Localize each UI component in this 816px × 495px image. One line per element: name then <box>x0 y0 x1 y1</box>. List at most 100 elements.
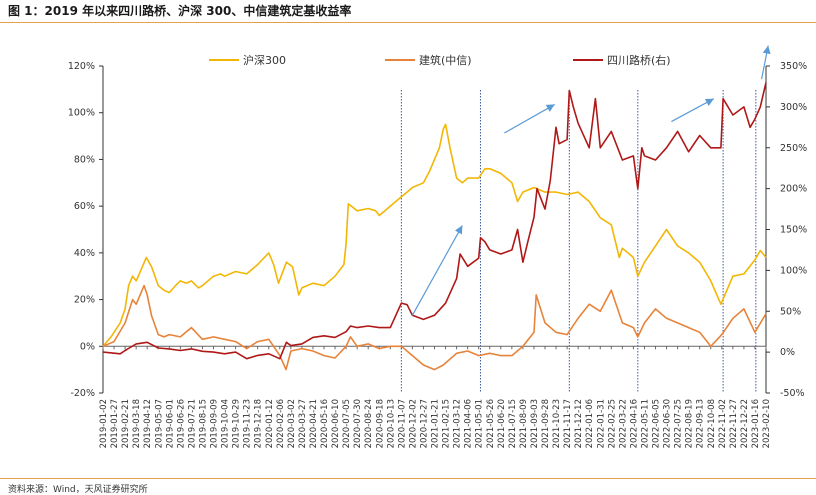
x-tick-label: 2022-05-11 <box>640 399 650 448</box>
x-tick-label: 2020-03-27 <box>298 399 308 448</box>
x-tick-label: 2021-05-01 <box>475 399 485 448</box>
x-tick-label: 2022-10-08 <box>707 399 717 448</box>
x-tick-label: 2019-06-26 <box>176 399 186 448</box>
x-tick-label: 2021-08-09 <box>519 399 529 448</box>
x-tick-label: 2022-03-22 <box>618 399 628 448</box>
right-y-tick-label: 300% <box>780 102 807 113</box>
x-tick-label: 2019-10-29 <box>232 399 242 448</box>
x-tick-label: 2019-01-02 <box>99 399 109 448</box>
trend-arrow-head <box>704 98 714 107</box>
left-y-tick-label: 80% <box>74 154 95 165</box>
x-tick-label: 2020-09-18 <box>375 399 385 448</box>
right-y-tick-label: 350% <box>780 61 807 72</box>
series-line <box>102 123 767 347</box>
x-tick-label: 2020-06-10 <box>331 399 341 448</box>
x-tick-label: 2020-11-07 <box>397 399 407 448</box>
x-tick-label: 2021-01-21 <box>431 399 441 448</box>
x-tick-label: 2022-01-06 <box>585 399 595 448</box>
left-y-tick-label: -20% <box>70 388 95 399</box>
x-tick-label: 2020-07-05 <box>342 399 352 448</box>
x-tick-label: 2022-02-25 <box>607 399 617 448</box>
x-tick-label: 2021-11-17 <box>563 399 573 448</box>
x-tick-label: 2019-08-15 <box>198 399 208 448</box>
x-tick-label: 2020-12-02 <box>408 399 418 448</box>
trend-arrow <box>671 98 715 123</box>
x-tick-label: 2019-01-27 <box>110 399 120 448</box>
source-note: 资料来源：Wind，天风证券研究所 <box>8 485 148 495</box>
legend-label: 沪深300 <box>243 53 286 67</box>
left-y-tick-label: 0% <box>80 341 95 352</box>
x-tick-label: 2021-09-03 <box>530 399 540 448</box>
series-line <box>102 284 767 371</box>
trend-arrow-head <box>545 104 555 112</box>
trend-arrows <box>411 45 771 316</box>
right-y-tick-labels: -50% 0% 50% 100% 150% 200% 250% 300% 350% <box>766 61 807 399</box>
x-tick-label: 2019-06-01 <box>165 399 175 448</box>
x-tick-label: 2022-09-13 <box>696 399 706 448</box>
right-y-tick-label: 0% <box>780 347 795 358</box>
x-tick-label: 2020-02-06 <box>276 399 286 448</box>
chart-legend: 沪深300 建筑(中信) 四川路桥(右) <box>209 53 671 67</box>
right-y-tick-label: 150% <box>780 225 807 236</box>
x-tick-label: 2021-02-15 <box>442 399 452 448</box>
series-line <box>102 82 767 360</box>
x-tick-label: 2019-03-18 <box>132 399 142 448</box>
x-tick-label: 2020-12-27 <box>419 399 429 448</box>
x-tick-label: 2020-08-24 <box>364 399 374 448</box>
x-tick-label: 2022-04-16 <box>629 399 639 448</box>
left-y-tick-label: 120% <box>68 61 95 72</box>
trend-arrow <box>504 103 556 134</box>
left-y-tick-label: 100% <box>68 108 95 119</box>
x-tick-label: 2019-02-21 <box>121 399 131 448</box>
x-tick-label: 2022-06-05 <box>652 399 662 448</box>
right-y-tick-label: -50% <box>780 388 805 399</box>
x-tick-label: 2020-03-02 <box>287 399 297 448</box>
x-tick-label: 2019-04-12 <box>143 399 153 448</box>
left-y-tick-label: 20% <box>74 295 95 306</box>
series-lines <box>102 82 767 371</box>
x-tick-label: 2021-09-28 <box>541 399 551 448</box>
x-tick-labels: 2019-01-02 2019-01-27 2019-02-21 2019-03-18… <box>99 346 772 448</box>
x-tick-label: 2019-11-23 <box>243 399 253 448</box>
trend-arrow-head <box>762 45 771 55</box>
x-tick-label: 2019-07-21 <box>187 399 197 448</box>
x-tick-label: 2021-04-06 <box>464 399 474 448</box>
x-tick-label: 2021-06-20 <box>497 399 507 448</box>
x-tick-label: 2023-02-10 <box>762 399 772 448</box>
x-tick-label: 2022-07-25 <box>674 399 684 448</box>
right-y-tick-label: 250% <box>780 143 807 154</box>
left-y-tick-labels: -20% 0% 20% 40% 60% 80% 100% 120% <box>68 61 103 399</box>
x-tick-label: 2019-10-04 <box>221 399 231 448</box>
trend-arrow-head <box>454 225 463 235</box>
x-tick-label: 2022-01-31 <box>596 399 606 448</box>
x-tick-label: 2022-11-02 <box>718 399 728 448</box>
x-tick-label: 2021-05-26 <box>486 399 496 448</box>
x-tick-label: 2019-05-07 <box>154 399 164 448</box>
x-tick-label: 2022-12-22 <box>740 399 750 448</box>
x-tick-label: 2019-12-18 <box>254 399 264 448</box>
right-y-tick-label: 100% <box>780 265 807 276</box>
legend-label: 建筑(中信) <box>419 53 472 67</box>
x-tick-label: 2022-11-27 <box>729 399 739 448</box>
x-tick-label: 2020-01-12 <box>265 399 275 448</box>
line-chart: -20% 0% 20% 40% 60% 80% 100% 120% -50% 0% 50% 100%… <box>68 45 807 448</box>
x-tick-label: 2020-10-13 <box>386 399 396 448</box>
x-tick-label: 2021-03-12 <box>453 399 463 448</box>
x-tick-label: 2020-05-16 <box>320 399 330 448</box>
right-y-tick-label: 200% <box>780 184 807 195</box>
x-tick-label: 2021-12-12 <box>574 399 584 448</box>
right-y-tick-label: 50% <box>780 306 801 317</box>
footer-divider <box>0 478 816 479</box>
x-tick-label: 2021-07-15 <box>508 399 518 448</box>
left-y-tick-label: 60% <box>74 201 95 212</box>
left-y-tick-label: 40% <box>74 248 95 259</box>
figure-title: 图 1：2019 年以来四川路桥、沪深 300、中信建筑定基收益率 <box>8 4 352 18</box>
x-tick-label: 2021-10-23 <box>552 399 562 448</box>
legend-label: 四川路桥(右) <box>607 53 671 67</box>
trend-arrow <box>411 225 463 316</box>
x-tick-label: 2019-09-09 <box>210 399 220 448</box>
x-tick-label: 2022-06-30 <box>663 399 673 448</box>
title-divider <box>0 22 816 23</box>
x-tick-label: 2020-04-21 <box>309 399 319 448</box>
x-tick-label: 2022-08-19 <box>685 399 695 448</box>
